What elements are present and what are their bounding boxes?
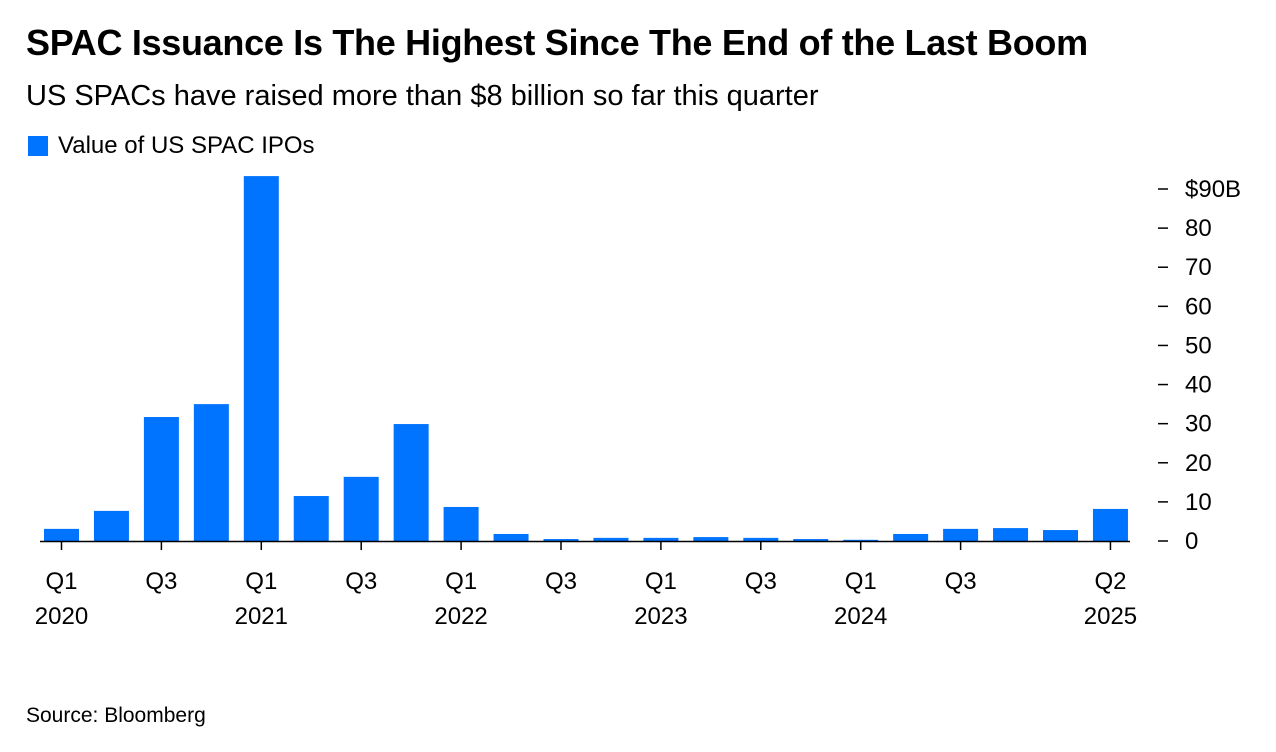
bar [1092, 508, 1128, 541]
y-tick-label: 10 [1185, 489, 1212, 516]
bar [993, 528, 1029, 541]
y-tick-label: $90B [1185, 176, 1241, 203]
x-tick-label: Q3 [945, 568, 977, 595]
x-tick-label: Q3 [745, 568, 777, 595]
y-tick-label: 60 [1185, 293, 1212, 320]
x-tick-label-year: 2023 [634, 603, 687, 630]
x-tick-label: Q1 [645, 568, 677, 595]
bar [893, 533, 929, 541]
source-note: Source: Bloomberg [26, 704, 206, 727]
x-tick-label-year: 2020 [35, 603, 88, 630]
bar [493, 533, 529, 541]
bar [193, 404, 229, 541]
bar [443, 506, 479, 541]
x-tick-label-year: 2021 [235, 603, 288, 630]
bar [693, 537, 729, 541]
bar [843, 539, 879, 541]
x-tick-label-year: 2022 [434, 603, 487, 630]
chart-title: SPAC Issuance Is The Highest Since The E… [26, 22, 1088, 63]
legend: Value of US SPAC IPOs [28, 132, 315, 160]
bar [343, 476, 379, 541]
legend-swatch [28, 136, 48, 156]
x-tick-label: Q1 [45, 568, 77, 595]
bar [643, 537, 679, 541]
bar [143, 417, 179, 541]
bar [93, 510, 129, 541]
y-tick-label: 70 [1185, 254, 1212, 281]
x-tick-label: Q1 [845, 568, 877, 595]
y-tick-label: 0 [1185, 528, 1198, 555]
x-tick-label: Q3 [345, 568, 377, 595]
bar [293, 496, 329, 541]
y-tick-label: 30 [1185, 411, 1212, 438]
legend-label: Value of US SPAC IPOs [58, 132, 315, 159]
x-tick-label: Q3 [145, 568, 177, 595]
y-tick-label: 80 [1185, 215, 1212, 242]
bar [743, 537, 779, 541]
bar [243, 176, 279, 542]
x-tick-label: Q1 [245, 568, 277, 595]
bar [393, 424, 429, 541]
x-tick-label-year: 2024 [834, 603, 887, 630]
bar [1043, 530, 1078, 541]
y-tick-label: 40 [1185, 372, 1212, 399]
bar [593, 537, 629, 541]
y-tick-label: 50 [1185, 332, 1212, 359]
x-tick-label-year: 2025 [1084, 603, 1137, 630]
bar [943, 528, 979, 541]
bar [44, 528, 79, 541]
chart-subtitle: US SPACs have raised more than $8 billio… [26, 80, 819, 112]
x-tick-label: Q1 [445, 568, 477, 595]
y-tick-label: 20 [1185, 450, 1212, 477]
bar [543, 539, 579, 541]
bar [793, 539, 829, 541]
x-tick-label: Q2 [1094, 568, 1126, 595]
x-tick-label: Q3 [545, 568, 577, 595]
